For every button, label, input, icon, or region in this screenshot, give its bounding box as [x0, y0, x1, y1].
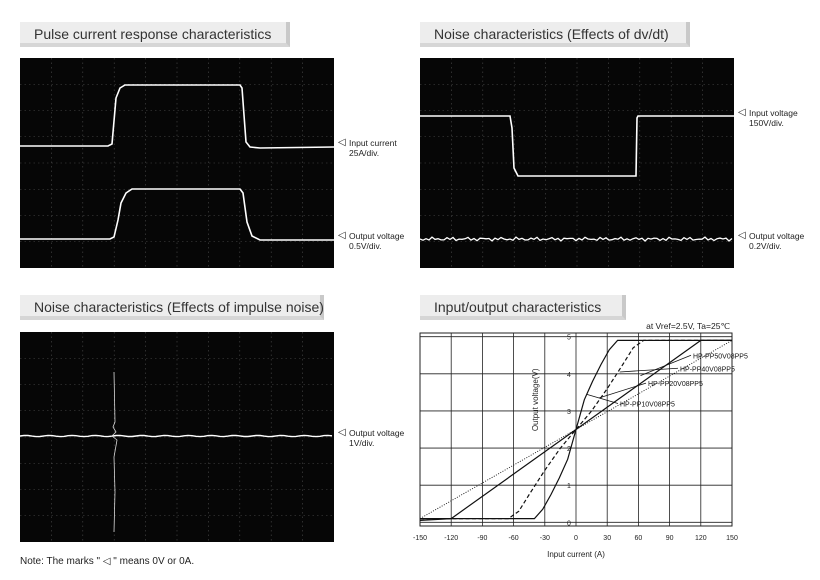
series-line-HP-PP40V08PP5 — [419, 339, 732, 521]
callout-leader — [640, 354, 692, 377]
impulse-scope-screen — [20, 332, 334, 542]
impulse-spike — [111, 371, 118, 533]
marker-scale: 0.2V/div. — [749, 241, 782, 251]
y-tick-label: 1 — [567, 483, 571, 490]
zero-marker-icon: ◁ — [338, 230, 346, 241]
x-tick-label: -60 — [509, 535, 519, 542]
x-tick-label: -120 — [444, 535, 458, 542]
series-label: HP-PP50V08PP5 — [693, 353, 748, 360]
y-tick-label: 5 — [567, 335, 571, 342]
callout-leader — [586, 393, 619, 404]
dvdt-scope-screen — [420, 58, 734, 268]
zero-marker-icon: ◁ — [738, 107, 746, 118]
impulse-scope-svg — [20, 332, 334, 542]
x-tick-label: -150 — [413, 535, 427, 542]
y-axis-label: Output voltage(V) — [531, 368, 540, 431]
callout-leader — [619, 367, 679, 373]
y-tick-label: 0 — [567, 520, 571, 527]
output-voltage-trace — [20, 188, 334, 241]
zero-marker-icon: ◁ — [338, 137, 346, 148]
output-voltage-trace — [420, 236, 733, 242]
scope-grid — [420, 58, 734, 268]
pulse-scope-svg — [20, 58, 334, 268]
output-voltage-trace — [20, 434, 333, 438]
x-tick-label: 0 — [574, 535, 578, 542]
dvdt-panel-title: Noise characteristics (Effects of dv/dt) — [420, 22, 690, 47]
marker-scale: 150V/div. — [749, 118, 784, 128]
marker-scale: 0.5V/div. — [349, 241, 382, 251]
marker-scale: 25A/div. — [349, 148, 380, 158]
io-panel-title: Input/output characteristics — [420, 295, 626, 320]
x-tick-label: 90 — [666, 535, 674, 542]
zero-marker-icon: ◁ — [338, 427, 346, 438]
callout-leader — [598, 382, 647, 399]
zero-marker-icon: ◁ — [738, 230, 746, 241]
pulse-panel-title: Pulse current response characteristics — [20, 22, 290, 47]
marker-label: Output voltage — [749, 231, 805, 241]
x-tick-label: -90 — [477, 535, 487, 542]
x-tick-label: -30 — [540, 535, 550, 542]
impulse-panel-title: Noise characteristics (Effects of impuls… — [20, 295, 324, 320]
dvdt-scope-svg — [420, 58, 734, 268]
marker-label: Input current — [349, 138, 397, 148]
footnote: Note: The marks " ◁ " means 0V or 0A. — [20, 556, 195, 567]
input-current-trace — [20, 84, 334, 149]
pulse-scope-screen — [20, 58, 334, 268]
series-label: HP-PP40V08PP5 — [680, 366, 735, 373]
input-voltage-trace — [420, 115, 734, 177]
io-chart-svg: -150 -120 -90 -60 -30 0 30 60 90 120 150 0 1 2 3 4 5 HP-P… — [413, 321, 748, 559]
chart-subtitle: at Vref=2.5V, Ta=25℃ — [646, 321, 730, 331]
marker-scale: 1V/div. — [349, 438, 375, 448]
scope-grid — [20, 58, 334, 268]
x-tick-label: 30 — [603, 535, 611, 542]
x-tick-label: 120 — [695, 535, 707, 542]
x-axis-label: Input current (A) — [547, 550, 605, 559]
io-chart: -150 -120 -90 -60 -30 0 30 60 90 120 150 0 1 2 3 4 5 HP-P… — [404, 318, 816, 568]
marker-label: Output voltage — [349, 231, 405, 241]
y-tick-label: 2 — [567, 446, 571, 453]
series-label: HP-PP20V08PP5 — [648, 381, 703, 388]
marker-label: Output voltage — [349, 428, 405, 438]
marker-label: Input voltage — [749, 108, 798, 118]
series-line-HP-PP20V08PP5 — [420, 339, 732, 520]
x-tick-label: 150 — [726, 535, 738, 542]
x-tick-label: 60 — [635, 535, 643, 542]
series-label: HP-PP10V08PP5 — [620, 402, 675, 409]
y-tick-label: 3 — [567, 409, 571, 416]
y-tick-label: 4 — [567, 372, 571, 379]
